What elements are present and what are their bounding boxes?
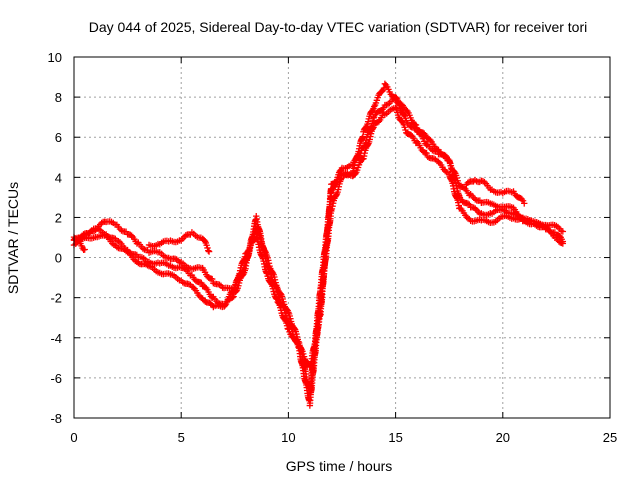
data-point-marker	[297, 344, 304, 352]
data-point-marker	[221, 302, 229, 309]
data-point-marker	[284, 325, 291, 332]
y-tick-label: -8	[50, 411, 62, 426]
series-track-c	[70, 104, 567, 371]
data-point-marker	[331, 179, 339, 187]
data-point-marker	[229, 294, 236, 301]
data-point-marker	[464, 200, 472, 207]
data-point-marker	[128, 232, 135, 239]
data-point-marker	[205, 247, 212, 254]
data-point-marker	[481, 178, 488, 186]
data-point-marker	[362, 123, 370, 131]
data-point-marker	[198, 279, 205, 287]
data-point-marker	[400, 111, 408, 118]
data-point-marker	[269, 285, 277, 292]
data-point-marker	[230, 287, 238, 294]
y-tick-label: 2	[55, 210, 62, 225]
data-point-marker	[294, 340, 302, 347]
data-point-marker	[281, 316, 289, 323]
y-tick-label: -6	[50, 371, 62, 386]
axis-ticks	[73, 56, 611, 419]
data-point-marker	[81, 246, 88, 253]
data-point-marker	[370, 103, 378, 110]
data-point-marker	[283, 322, 291, 329]
y-tick-labels: -8 -6 -4 -2 0 2 4 6 8 10	[48, 50, 62, 426]
series-short-arc-3	[70, 233, 88, 254]
data-point-marker	[267, 271, 275, 278]
data-point-marker	[412, 121, 420, 129]
x-tick-label: 0	[70, 430, 77, 445]
data-point-marker	[182, 232, 189, 239]
data-point-marker	[464, 179, 471, 187]
y-tick-label: 10	[48, 50, 62, 65]
series-short-arc-2	[463, 176, 528, 207]
series-short-arc-1	[145, 229, 213, 255]
data-point-marker	[435, 158, 442, 165]
data-point-marker	[190, 284, 197, 291]
data-point-marker	[133, 240, 141, 247]
data-point-marker	[559, 228, 567, 235]
grid-lines	[74, 57, 610, 418]
data-point-marker	[521, 200, 528, 207]
x-tick-label: 15	[388, 430, 402, 445]
data-point-marker	[423, 149, 430, 157]
data-point-marker	[273, 295, 280, 302]
data-point-marker	[466, 192, 473, 199]
y-tick-label: -4	[50, 331, 62, 346]
data-point-marker	[402, 126, 409, 134]
data-points	[70, 80, 567, 409]
data-point-marker	[229, 287, 237, 295]
data-point-marker	[208, 275, 216, 283]
data-point-marker	[384, 101, 392, 108]
chart-title: Day 044 of 2025, Sidereal Day-to-day VTE…	[89, 19, 588, 35]
y-tick-label: 0	[55, 251, 62, 266]
x-tick-labels: 0 5 10 15 20 25	[70, 430, 617, 445]
y-tick-label: -2	[50, 291, 62, 306]
x-tick-label: 25	[603, 430, 617, 445]
data-point-marker	[207, 300, 214, 307]
data-point-marker	[205, 248, 213, 255]
data-point-marker	[442, 152, 449, 159]
data-point-marker	[216, 281, 223, 288]
data-point-marker	[118, 227, 125, 234]
data-point-marker	[559, 240, 567, 247]
y-tick-label: 6	[55, 130, 62, 145]
data-point-marker	[352, 170, 359, 177]
x-axis-label: GPS time / hours	[286, 458, 393, 474]
y-tick-label: 8	[55, 90, 62, 105]
x-tick-label: 10	[281, 430, 295, 445]
y-tick-label: 4	[55, 170, 62, 185]
data-point-marker	[364, 118, 372, 125]
y-axis-label: SDTVAR / TECUs	[5, 182, 21, 294]
data-point-marker	[370, 114, 377, 122]
plot-frame	[73, 56, 611, 419]
x-tick-label: 5	[178, 430, 185, 445]
x-tick-label: 20	[496, 430, 510, 445]
series-track-b	[70, 80, 567, 409]
data-point-marker	[273, 296, 281, 303]
data-point-marker	[267, 279, 275, 287]
data-point-marker	[75, 236, 82, 244]
data-point-marker	[337, 169, 345, 177]
